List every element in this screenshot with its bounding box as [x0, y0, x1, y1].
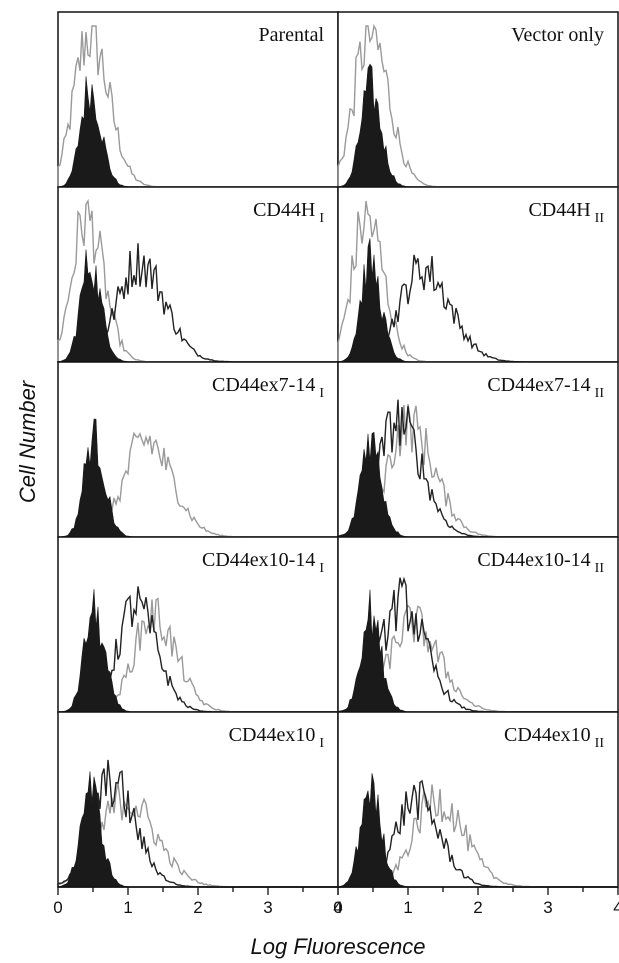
x-axis-label: Log Fluorescence [251, 934, 426, 959]
x-tick-label: 1 [123, 898, 132, 917]
x-axes: 0 1 2 3 40 1 2 3 4 [53, 886, 619, 917]
panel-label-subscript: II [595, 736, 605, 751]
x-tick-label: 1 [403, 898, 412, 917]
panel-label: CD44ex10 II [504, 724, 604, 751]
panel-1: Parental [57, 11, 339, 188]
x-tick-label: 4 [613, 898, 619, 917]
panel-label-subscript: II [595, 561, 605, 576]
panel-label: Vector only [511, 24, 604, 46]
panel-label-subscript: II [595, 386, 605, 401]
y-axis-label: Cell Number [15, 379, 40, 503]
panel-label-subscript: I [319, 386, 324, 401]
panel-label: CD44ex10-14 I [202, 549, 324, 576]
panel-label-subscript: I [319, 561, 324, 576]
panel-9: CD44ex10 I [57, 711, 339, 888]
panel-10: CD44ex10 II [337, 711, 619, 888]
panel-label: CD44ex7-14 I [212, 374, 324, 401]
panel-label-subscript: I [319, 736, 324, 751]
panel-label: CD44ex10 I [229, 724, 325, 751]
panel-6: CD44ex7-14 II [337, 361, 619, 538]
x-tick-label: 0 [333, 898, 342, 917]
panel-label: Parental [258, 24, 324, 46]
panel-8: CD44ex10-14 II [337, 536, 619, 713]
panel-3: CD44H I [57, 186, 339, 363]
panel-label: CD44ex7-14 II [487, 374, 604, 401]
x-tick-label: 0 [53, 898, 62, 917]
x-tick-label: 2 [473, 898, 482, 917]
panel-label: CD44ex10-14 II [477, 549, 604, 576]
panel-4: CD44H II [337, 186, 619, 363]
panel-7: CD44ex10-14 I [57, 536, 339, 713]
x-axis-2: 0 1 2 3 4 [333, 886, 619, 917]
panel-label: CD44H II [528, 199, 604, 226]
histogram-panels: Parental Vector only CD44H I CD44H II CD44ex7-… [57, 11, 619, 888]
panel-label-subscript: I [319, 211, 324, 226]
x-tick-label: 3 [543, 898, 552, 917]
panel-5: CD44ex7-14 I [57, 361, 339, 538]
x-tick-label: 4 [333, 898, 342, 917]
panel-2: Vector only [337, 11, 619, 188]
x-tick-label: 3 [263, 898, 272, 917]
x-tick-label: 2 [193, 898, 202, 917]
panel-label: CD44H I [253, 199, 324, 226]
x-axis-1: 0 1 2 3 4 [53, 886, 343, 917]
panel-label-subscript: II [595, 211, 605, 226]
